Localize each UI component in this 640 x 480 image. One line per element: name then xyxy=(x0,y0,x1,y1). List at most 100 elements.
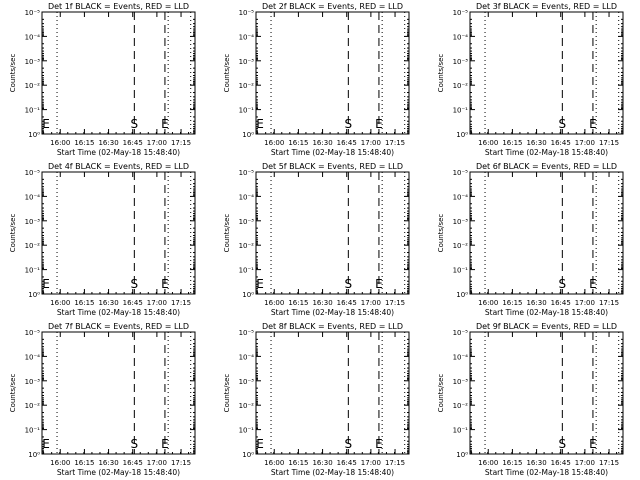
x-tick-label: 16:00 xyxy=(50,459,70,467)
x-tick-label: 17:00 xyxy=(147,299,167,307)
x-axis-label: Start Time (02-May-18 15:48:40) xyxy=(57,148,180,157)
y-tick-label: 10⁻⁵ xyxy=(25,329,41,337)
chart-panel-2: Det 2f BLACK = Events, RED = LLD 10⁰ 10⁻¹ 1… xyxy=(223,2,410,157)
x-axis-label: Start Time (02-May-18 15:48:40) xyxy=(485,468,608,477)
event-marker: S xyxy=(345,117,353,131)
x-tick-label: 16:30 xyxy=(98,299,118,307)
y-tick-label: 10⁻⁴ xyxy=(239,33,255,41)
event-marker: E xyxy=(589,117,597,131)
plot-frame xyxy=(41,171,196,295)
x-tick-label: 16:15 xyxy=(74,299,94,307)
x-tick-label: 16:15 xyxy=(502,299,522,307)
x-tick-label: 16:15 xyxy=(288,459,308,467)
x-axis-label: Start Time (02-May-18 15:48:40) xyxy=(485,308,608,317)
y-tick-label: 10⁰ xyxy=(456,291,468,299)
chart-title: Det 6f BLACK = Events, RED = LLD xyxy=(476,162,617,171)
y-tick-label: 10⁻⁴ xyxy=(25,33,41,41)
plot-frame xyxy=(41,11,196,135)
event-marker: E xyxy=(589,437,597,451)
y-tick-label: 10⁻⁵ xyxy=(239,9,255,17)
x-tick-label: 16:30 xyxy=(312,299,332,307)
x-tick-label: 16:00 xyxy=(50,139,70,147)
x-tick-label: 16:30 xyxy=(98,139,118,147)
y-tick-label: 10⁻¹ xyxy=(453,267,469,275)
x-tick-label: 16:15 xyxy=(74,139,94,147)
x-tick-label: 16:15 xyxy=(288,299,308,307)
event-marker: S xyxy=(131,117,139,131)
y-tick-label: 10⁻² xyxy=(453,82,469,90)
y-tick-label: 10⁻⁴ xyxy=(239,353,255,361)
y-tick-label: 10⁻³ xyxy=(25,58,41,66)
y-axis-label: Counts/sec xyxy=(223,374,231,413)
y-axis-label: Counts/sec xyxy=(437,374,445,413)
y-tick-label: 10⁻³ xyxy=(25,218,41,226)
x-tick-label: 17:00 xyxy=(361,459,381,467)
x-tick-label: 16:15 xyxy=(74,459,94,467)
y-tick-label: 10⁻⁴ xyxy=(25,353,41,361)
y-tick-label: 10⁻¹ xyxy=(25,427,41,435)
y-tick-label: 10⁻⁴ xyxy=(25,193,41,201)
plot-frame xyxy=(469,11,624,135)
y-axis-label: Counts/sec xyxy=(437,54,445,93)
event-marker: S xyxy=(559,117,567,131)
event-marker: E xyxy=(42,277,50,291)
event-marker: S xyxy=(345,277,353,291)
chart-title: Det 5f BLACK = Events, RED = LLD xyxy=(262,162,403,171)
y-tick-label: 10⁻¹ xyxy=(25,267,41,275)
y-tick-label: 10⁻² xyxy=(453,402,469,410)
plot-frame xyxy=(255,11,410,135)
y-tick-label: 10⁻⁵ xyxy=(453,329,469,337)
x-axis-label: Start Time (02-May-18 15:48:40) xyxy=(271,468,394,477)
chart-panel-4: Det 4f BLACK = Events, RED = LLD 10⁰ 10⁻¹ 1… xyxy=(9,162,196,317)
y-tick-label: 10⁻³ xyxy=(239,58,255,66)
event-marker: E xyxy=(42,437,50,451)
chart-title: Det 3f BLACK = Events, RED = LLD xyxy=(476,2,617,11)
chart-panel-9: Det 9f BLACK = Events, RED = LLD 10⁰ 10⁻¹ 1… xyxy=(437,322,624,477)
event-marker: E xyxy=(589,277,597,291)
event-marker: E xyxy=(256,117,264,131)
plot-frame xyxy=(255,171,410,295)
x-tick-label: 17:00 xyxy=(361,299,381,307)
x-tick-label: 17:15 xyxy=(171,459,191,467)
y-tick-label: 10⁻¹ xyxy=(453,427,469,435)
y-tick-label: 10⁻² xyxy=(453,242,469,250)
y-tick-label: 10⁻³ xyxy=(453,218,469,226)
y-tick-label: 10⁻⁵ xyxy=(453,9,469,17)
chart-title: Det 1f BLACK = Events, RED = LLD xyxy=(48,2,189,11)
event-marker: E xyxy=(256,277,264,291)
y-tick-label: 10⁻³ xyxy=(239,218,255,226)
event-marker: E xyxy=(161,117,169,131)
x-tick-label: 17:15 xyxy=(385,139,405,147)
x-tick-label: 16:00 xyxy=(264,299,284,307)
x-tick-label: 16:15 xyxy=(288,139,308,147)
x-tick-label: 16:45 xyxy=(337,299,357,307)
chart-panel-1: Det 1f BLACK = Events, RED = LLD 10⁰ 10⁻¹ 1… xyxy=(9,2,196,157)
y-tick-label: 10⁰ xyxy=(242,291,254,299)
x-tick-label: 17:00 xyxy=(147,459,167,467)
plot-frame xyxy=(41,331,196,455)
y-tick-label: 10⁰ xyxy=(242,131,254,139)
x-tick-label: 17:15 xyxy=(599,459,619,467)
x-tick-label: 16:00 xyxy=(264,139,284,147)
x-tick-label: 16:45 xyxy=(551,139,571,147)
x-tick-label: 17:00 xyxy=(147,139,167,147)
y-tick-label: 10⁰ xyxy=(456,131,468,139)
x-tick-label: 16:15 xyxy=(502,459,522,467)
chart-title: Det 8f BLACK = Events, RED = LLD xyxy=(262,322,403,331)
y-axis-label: Counts/sec xyxy=(223,214,231,253)
event-marker: E xyxy=(375,117,383,131)
y-tick-label: 10⁻³ xyxy=(453,378,469,386)
chart-panel-8: Det 8f BLACK = Events, RED = LLD 10⁰ 10⁻¹ 1… xyxy=(223,322,410,477)
x-tick-label: 16:45 xyxy=(123,459,143,467)
y-tick-label: 10⁻¹ xyxy=(239,107,255,115)
x-tick-label: 16:15 xyxy=(502,139,522,147)
y-axis-label: Counts/sec xyxy=(9,214,17,253)
y-tick-label: 10⁻² xyxy=(239,82,255,90)
y-tick-label: 10⁻¹ xyxy=(453,107,469,115)
chart-title: Det 4f BLACK = Events, RED = LLD xyxy=(48,162,189,171)
event-marker: E xyxy=(375,437,383,451)
x-tick-label: 17:15 xyxy=(171,139,191,147)
y-tick-label: 10⁻² xyxy=(239,402,255,410)
y-tick-label: 10⁻³ xyxy=(453,58,469,66)
